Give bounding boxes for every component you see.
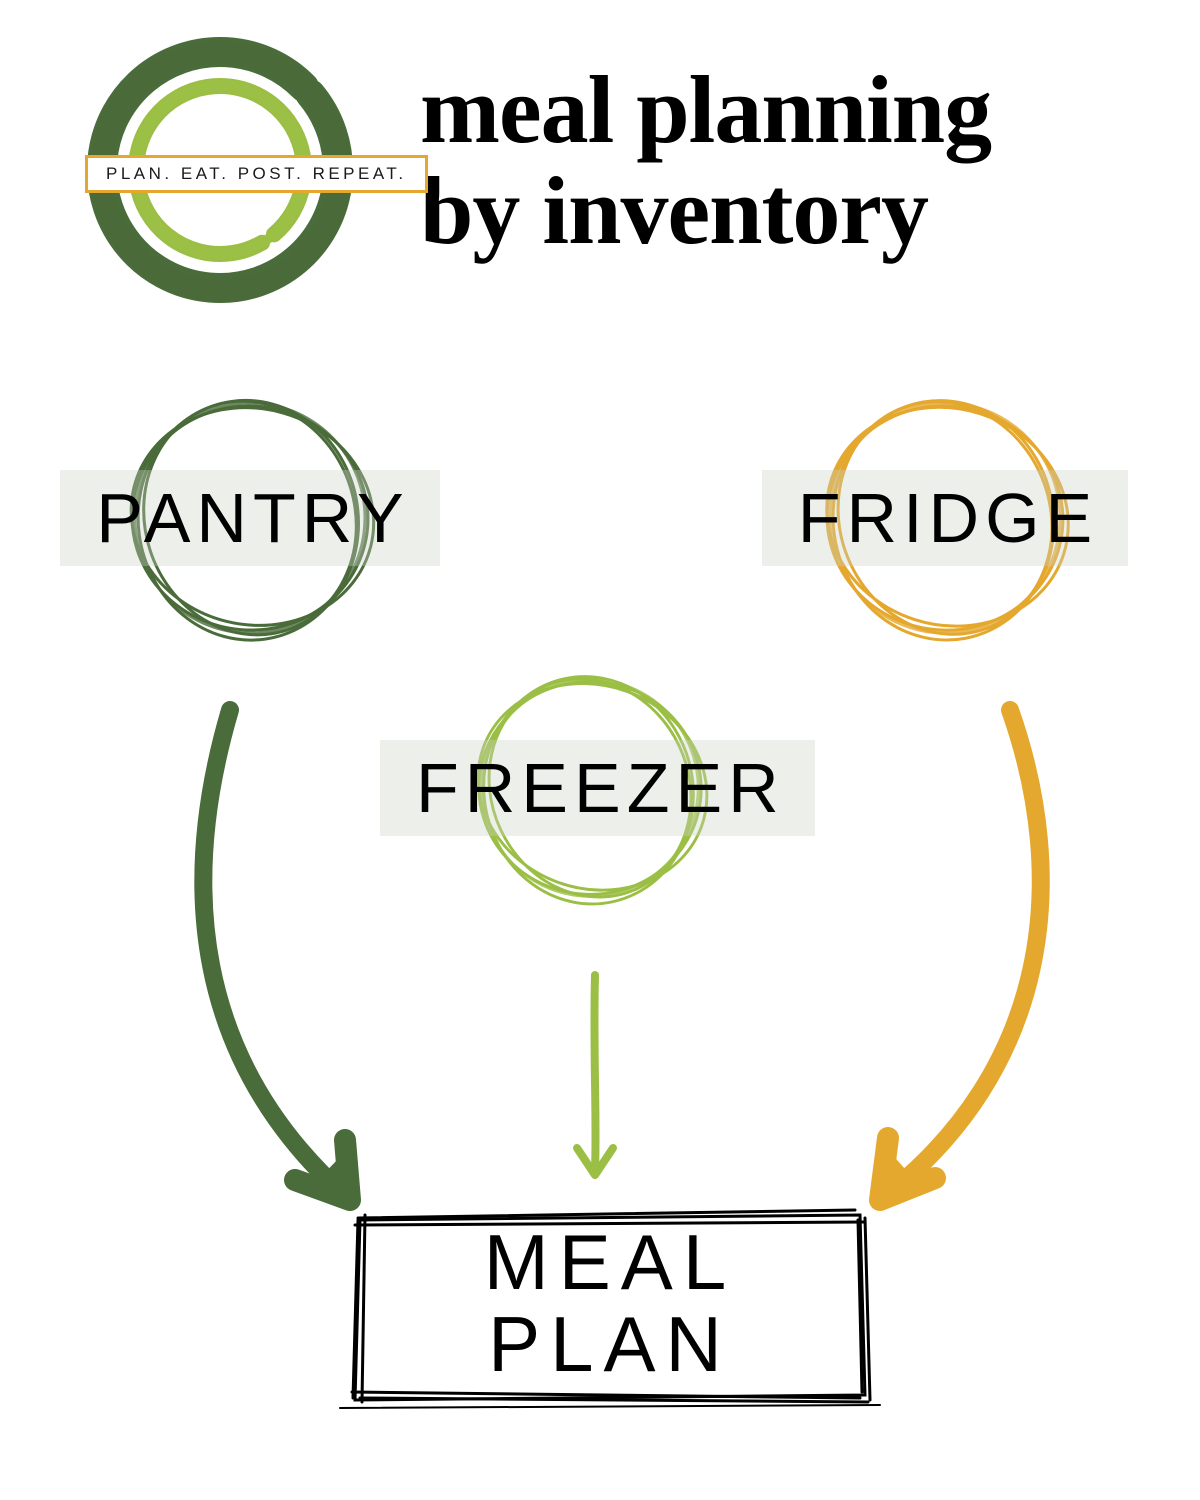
headline: meal planning by inventory: [420, 60, 991, 262]
logo-banner-text: PLAN. EAT. POST. REPEAT.: [85, 155, 428, 193]
pantry-label: PANTRY: [60, 470, 439, 566]
headline-line2: by inventory: [420, 157, 928, 264]
infographic-canvas: PLAN. EAT. POST. REPEAT. meal planning b…: [0, 0, 1200, 1500]
mealplan-box: MEAL PLAN: [350, 1210, 870, 1398]
arrow-fridge: [810, 700, 1110, 1260]
logo: PLAN. EAT. POST. REPEAT.: [80, 30, 360, 310]
node-fridge: FRIDGE: [760, 470, 1130, 566]
node-pantry: PANTRY: [60, 470, 440, 566]
fridge-label: FRIDGE: [762, 470, 1128, 566]
headline-line1: meal planning: [420, 56, 991, 163]
arrow-freezer: [555, 970, 635, 1210]
mealplan-label: MEAL PLAN: [350, 1210, 870, 1398]
freezer-label: FREEZER: [380, 740, 815, 836]
node-freezer: FREEZER: [380, 740, 800, 836]
